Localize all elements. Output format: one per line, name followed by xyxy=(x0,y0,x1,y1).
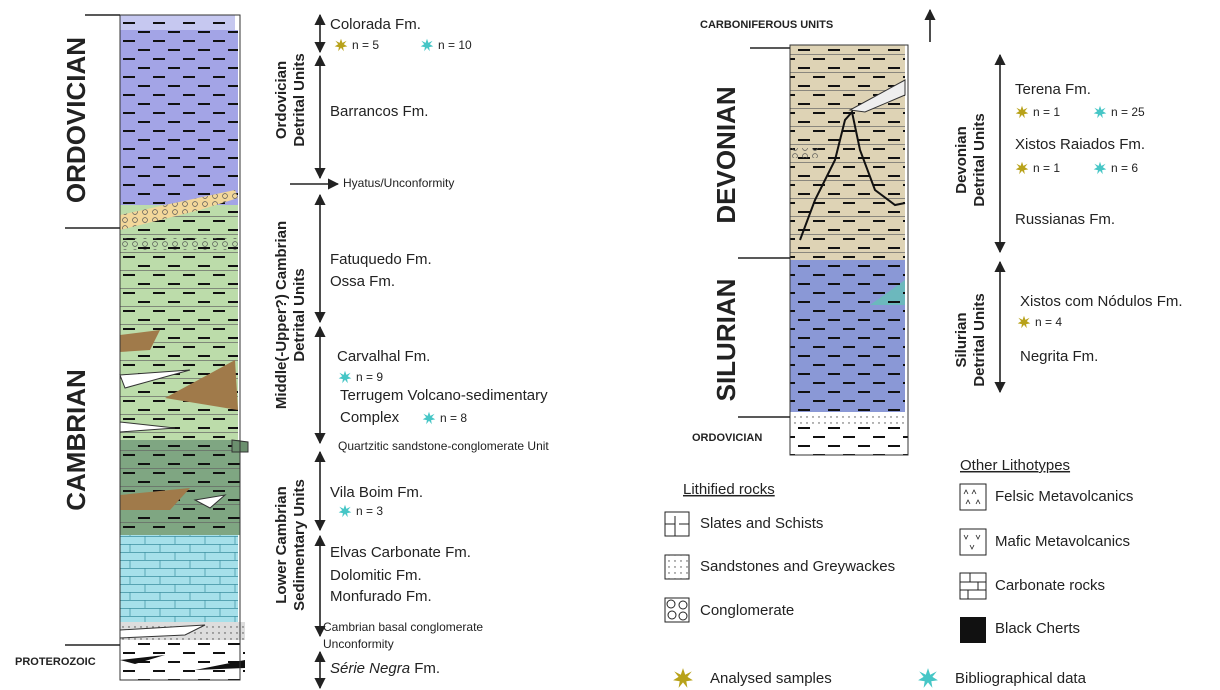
analysed-star xyxy=(335,39,348,52)
formation: Fatuquedo Fm. xyxy=(330,251,432,268)
bibliographic-star xyxy=(339,505,352,518)
shape xyxy=(960,573,986,599)
formation: Russianas Fm. xyxy=(1015,211,1115,228)
formation: Ossa Fm. xyxy=(330,273,395,290)
period-label: DEVONIAN xyxy=(711,86,741,223)
period-label: CAMBRIAN xyxy=(61,369,91,511)
unconformity: Unconformity xyxy=(323,637,394,651)
period-label: ORDOVICIAN xyxy=(692,432,762,444)
legend-star xyxy=(673,668,693,688)
count: n = 3 xyxy=(356,504,383,518)
formation: Carvalhal Fm. xyxy=(337,348,430,365)
shape xyxy=(790,424,908,455)
formation: Terrugem Volcano-sedimentary xyxy=(340,387,548,404)
shape xyxy=(790,260,905,412)
top-label: CARBONIFEROUS UNITS xyxy=(700,19,833,31)
right-column xyxy=(738,10,930,455)
legend-label: Carbonate rocks xyxy=(995,577,1105,594)
legend-label: Analysed samples xyxy=(710,670,832,687)
unit-label: Cambrian basal conglomerate xyxy=(323,620,483,634)
formation: Terena Fm. xyxy=(1015,81,1091,98)
unit-group: Detrital Units xyxy=(291,53,308,146)
count: n = 1 xyxy=(1033,161,1060,175)
count: n = 4 xyxy=(1035,315,1062,329)
count: n = 1 xyxy=(1033,105,1060,119)
unconformity: Hyatus/Unconformity xyxy=(343,176,454,190)
period-label: SILURIAN xyxy=(711,279,741,402)
legend-title: Other Lithotypes xyxy=(960,457,1070,474)
unit-group: Silurian xyxy=(953,312,970,367)
legend-label: Bibliographical data xyxy=(955,670,1087,687)
formation: Série Negra Fm. xyxy=(330,660,440,677)
legend-label: Conglomerate xyxy=(700,602,794,619)
unit-group: Lower Cambrian xyxy=(273,486,290,604)
shape xyxy=(120,440,240,535)
formation: Monfurado Fm. xyxy=(330,588,432,605)
count: n = 9 xyxy=(356,370,383,384)
legend-title: Lithified rocks xyxy=(683,481,775,498)
count: n = 5 xyxy=(352,38,379,52)
analysed-star xyxy=(1018,316,1031,329)
formation-suffix: Fm. xyxy=(410,660,440,677)
unit-label: Quartzitic sandstone-conglomerate Unit xyxy=(338,439,549,453)
formation: Dolomitic Fm. xyxy=(330,567,422,584)
shape xyxy=(790,148,820,158)
formation-name: Série Negra xyxy=(330,660,410,677)
bibliographic-star xyxy=(1094,162,1107,175)
formation: Xistos Raiados Fm. xyxy=(1015,136,1145,153)
stratigraphic-diagram: ORDOVICIAN CAMBRIAN PROTEROZOIC Ordovici… xyxy=(0,0,1220,690)
period-label: PROTEROZOIC xyxy=(15,656,96,668)
unit-group: Middle(-Upper?) Cambrian xyxy=(273,221,290,409)
shape xyxy=(120,15,238,210)
legend-label: Mafic Metavolcanics xyxy=(995,533,1130,550)
shape xyxy=(120,238,238,250)
analysed-star xyxy=(1016,106,1029,119)
bibliographic-star xyxy=(423,412,436,425)
formation: Colorada Fm. xyxy=(330,16,421,33)
formation: Barrancos Fm. xyxy=(330,103,428,120)
bibliographic-star xyxy=(1094,106,1107,119)
left-column xyxy=(65,15,248,680)
unit-group: Detrital Units xyxy=(971,113,988,206)
shape xyxy=(790,412,908,424)
legend-label: Sandstones and Greywackes xyxy=(700,558,895,575)
shape xyxy=(120,535,238,623)
formation: Negrita Fm. xyxy=(1020,348,1098,365)
shape xyxy=(960,529,986,555)
formation: Xistos com Nódulos Fm. xyxy=(1020,293,1183,310)
analysed-star xyxy=(1016,162,1029,175)
legend-star xyxy=(918,668,938,688)
formation: Vila Boim Fm. xyxy=(330,484,423,501)
shape xyxy=(665,555,689,579)
legend-label: Felsic Metavolcanics xyxy=(995,488,1133,505)
unit-group: Devonian xyxy=(953,126,970,194)
unit-group: Ordovician xyxy=(273,61,290,139)
formation: Elvas Carbonate Fm. xyxy=(330,544,471,561)
shape xyxy=(960,484,986,510)
period-label: ORDOVICIAN xyxy=(61,37,91,203)
shape xyxy=(960,617,986,643)
legend-label: Slates and Schists xyxy=(700,515,823,532)
unit-group: Detrital Units xyxy=(291,268,308,361)
count: n = 10 xyxy=(438,38,472,52)
count: n = 6 xyxy=(1111,161,1138,175)
formation: Complex xyxy=(340,409,400,426)
unit-group: Sedimentary Units xyxy=(291,479,308,611)
count: n = 8 xyxy=(440,411,467,425)
unit-group: Detrital Units xyxy=(971,293,988,386)
bibliographic-star xyxy=(339,371,352,384)
legend-label: Black Cherts xyxy=(995,620,1080,637)
count: n = 25 xyxy=(1111,105,1145,119)
bibliographic-star xyxy=(421,39,434,52)
